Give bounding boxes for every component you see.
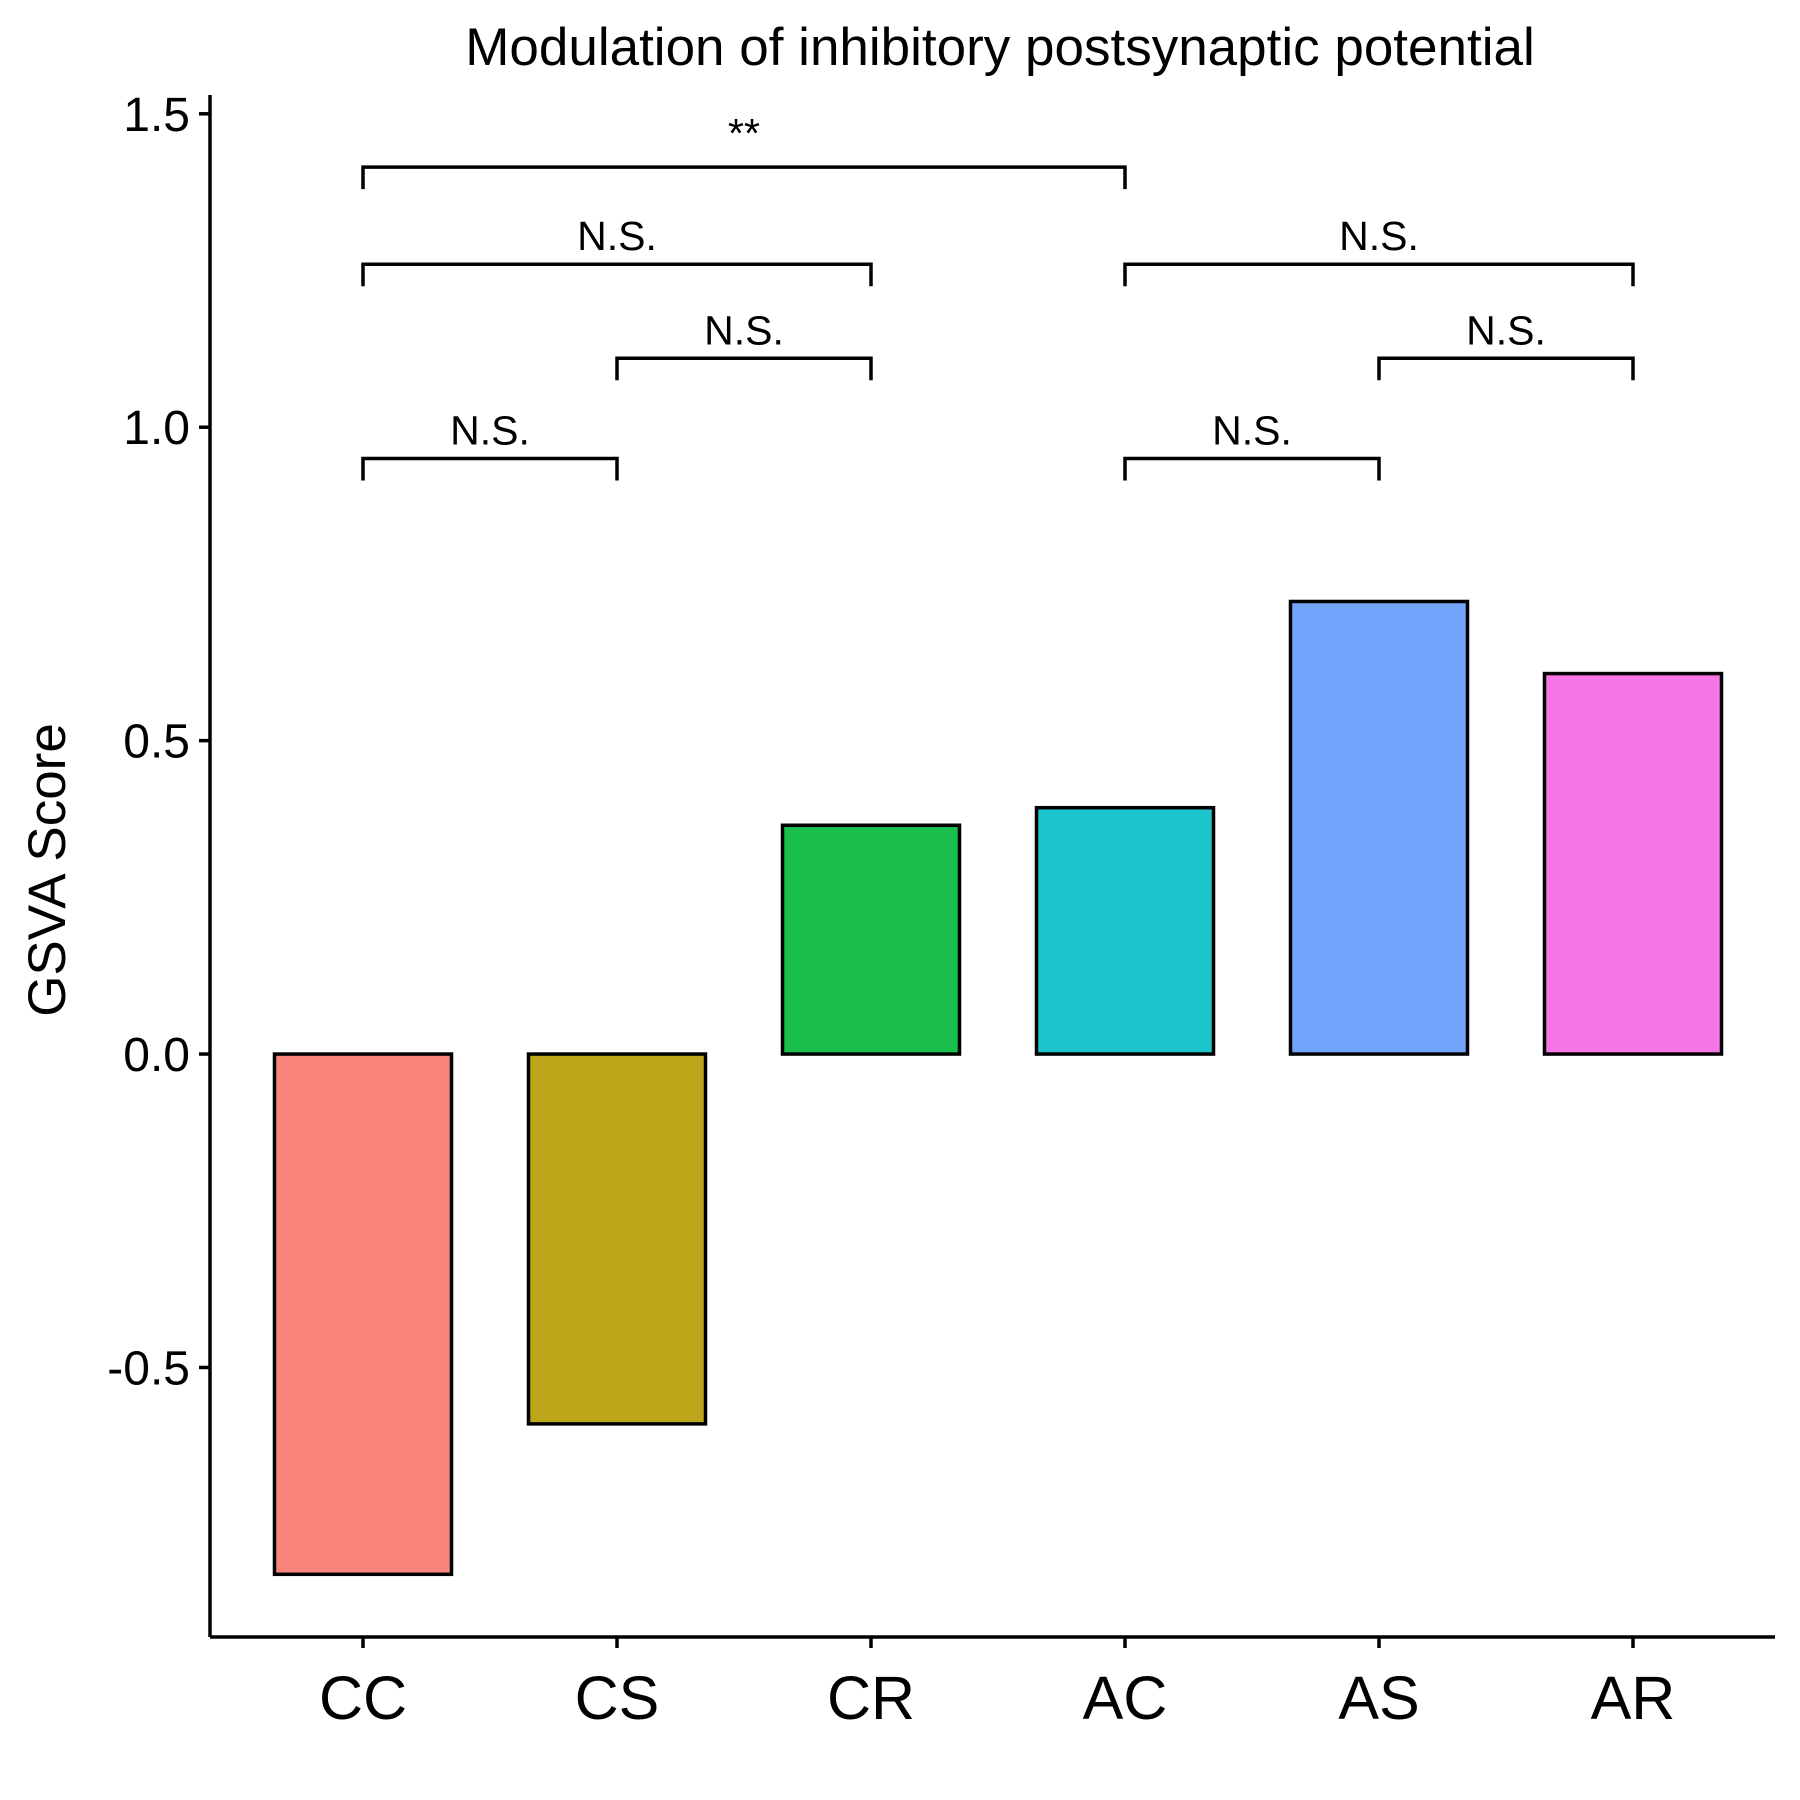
comparison-bracket (361, 456, 619, 481)
comparison-bracket (1123, 456, 1381, 481)
significance-label: N.S. (1212, 408, 1292, 454)
x-tick-label: CS (575, 1664, 660, 1732)
comparison-bracket (361, 165, 1127, 190)
x-tick-label: AS (1338, 1664, 1419, 1732)
significance-label: ** (728, 110, 760, 156)
significance-label: N.S. (450, 408, 530, 454)
y-tick-label: 0.0 (123, 1029, 190, 1082)
bar-as (1288, 599, 1470, 1056)
y-tick-label: 1.0 (123, 402, 190, 455)
chart-title: Modulation of inhibitory postsynaptic po… (465, 18, 1534, 77)
y-tick-label: 1.5 (123, 89, 190, 142)
y-axis-label: GSVA Score (18, 723, 77, 1017)
significance-label: N.S. (577, 213, 657, 259)
comparison-bracket (615, 356, 873, 381)
x-tick-label: AC (1083, 1664, 1168, 1732)
bar-cc (272, 1052, 454, 1577)
bar-cr (780, 823, 962, 1056)
significance-label: N.S. (1466, 307, 1546, 353)
bar-cs (526, 1052, 708, 1426)
y-tick-label: 0.5 (123, 716, 190, 769)
bar-ac (1034, 805, 1216, 1056)
x-tick-label: CR (827, 1664, 915, 1732)
comparison-bracket (361, 262, 873, 287)
comparison-bracket (1377, 356, 1635, 381)
significance-label: N.S. (704, 307, 784, 353)
plot-area: -0.5 0.0 0.5 1.0 1.5 CC CS CR AC AS AR N.S. N.S. N.S.… (107, 89, 1775, 1732)
y-tick-label: -0.5 (107, 1342, 190, 1395)
x-tick-label: CC (319, 1664, 407, 1732)
x-tick-label: AR (1591, 1664, 1676, 1732)
significance-label: N.S. (1339, 213, 1419, 259)
bar-ar (1542, 671, 1724, 1056)
comparison-bracket (1123, 262, 1635, 287)
